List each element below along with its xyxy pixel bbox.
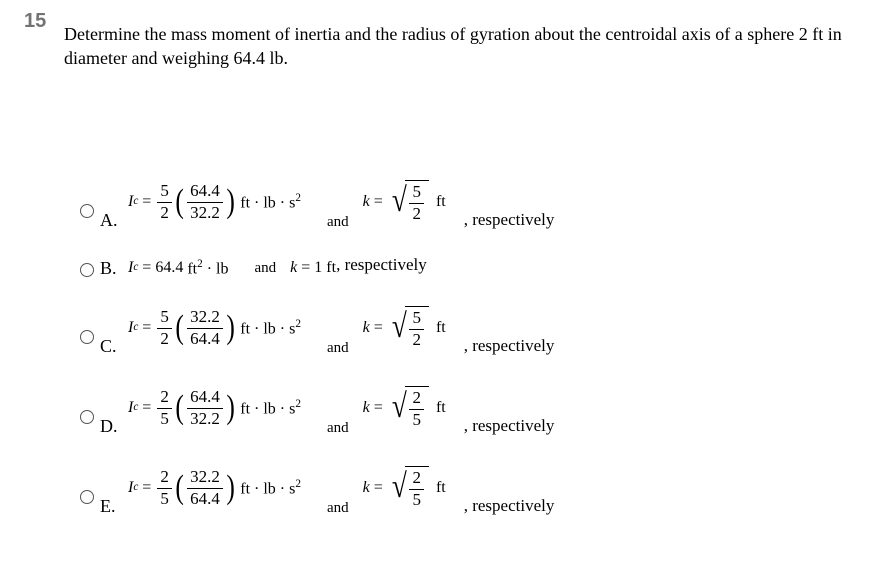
- and-label: and: [327, 212, 349, 234]
- option-b[interactable]: B. Ic = 64.4 ft2 · lb and k = 1 ft , res…: [80, 250, 780, 286]
- option-c-ic: Ic = 5 2 ( 32.2 64.4 ) ft ·: [128, 308, 301, 348]
- radio-icon[interactable]: [80, 410, 94, 424]
- option-d-k: k = √ 2 5 ft: [363, 386, 446, 429]
- radio-icon[interactable]: [80, 263, 94, 277]
- option-c-k: k = √ 5 2 ft: [363, 306, 446, 349]
- option-d[interactable]: D. Ic = 2 5 ( 64.4 32.2 ): [80, 376, 780, 440]
- option-a[interactable]: A. Ic = 5 2 ( 64.4 32.2 ): [80, 170, 780, 234]
- option-a-ic: Ic = 5 2 ( 64.4 32.2 ) ft ·: [128, 182, 301, 222]
- radio-icon[interactable]: [80, 330, 94, 344]
- question-number: 15: [24, 8, 46, 35]
- option-letter: B.: [100, 256, 122, 280]
- radio-icon[interactable]: [80, 490, 94, 504]
- question-page: 15 Determine the mass moment of inertia …: [0, 0, 874, 562]
- question-stem: Determine the mass moment of inertia and…: [64, 22, 844, 71]
- respectively-label: , respectively: [464, 415, 555, 440]
- option-letter: E.: [100, 494, 122, 520]
- option-a-k: k = √ 5 2 ft: [363, 180, 446, 223]
- and-label: and: [327, 338, 349, 360]
- option-e-k: k = √ 2 5 ft: [363, 466, 446, 509]
- option-letter: A.: [100, 208, 122, 234]
- options-list: A. Ic = 5 2 ( 64.4 32.2 ): [80, 170, 780, 536]
- respectively-label: , respectively: [464, 495, 555, 520]
- and-label: and: [254, 258, 276, 278]
- option-b-ic: Ic = 64.4 ft2 · lb: [128, 257, 228, 280]
- option-letter: C.: [100, 334, 122, 360]
- and-label: and: [327, 498, 349, 520]
- and-label: and: [327, 418, 349, 440]
- respectively-label: , respectively: [464, 209, 555, 234]
- option-b-k: k = 1 ft: [290, 257, 336, 279]
- option-e-ic: Ic = 2 5 ( 32.2 64.4 ) ft ·: [128, 468, 301, 508]
- radio-icon[interactable]: [80, 204, 94, 218]
- option-e[interactable]: E. Ic = 2 5 ( 32.2 64.4 ): [80, 456, 780, 520]
- respectively-label: , respectively: [464, 335, 555, 360]
- respectively-label: , respectively: [336, 254, 427, 283]
- option-letter: D.: [100, 414, 122, 440]
- option-d-ic: Ic = 2 5 ( 64.4 32.2 ) ft ·: [128, 388, 301, 428]
- option-c[interactable]: C. Ic = 5 2 ( 32.2 64.4 ): [80, 296, 780, 360]
